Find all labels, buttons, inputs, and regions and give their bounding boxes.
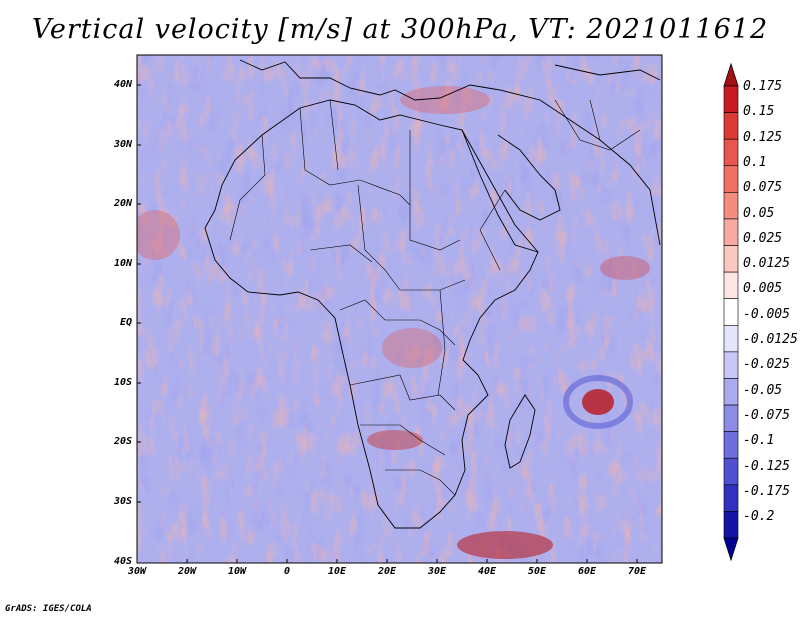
colorbar-label: -0.2: [743, 509, 775, 524]
colorbar-label: 0.15: [743, 104, 775, 119]
africa-outline: [204, 99, 539, 529]
lat-label: 20N: [113, 198, 132, 209]
colorbar-label: -0.075: [743, 408, 790, 423]
red-sea-coast: [461, 129, 539, 253]
colorbar-swatch: [723, 484, 739, 512]
colorbar-swatch: [723, 245, 739, 273]
lat-label: 40N: [113, 79, 132, 90]
credit-text: GrADS: IGES/COLA: [5, 604, 92, 614]
colorbar-bottom-arrow: [723, 537, 739, 562]
colorbar-swatch: [723, 112, 739, 140]
colorbar-label: 0.125: [743, 130, 783, 145]
country-borders: [229, 99, 641, 496]
lat-label: 10N: [113, 258, 132, 269]
colorbar-label: -0.025: [743, 357, 790, 372]
lon-label: 30W: [127, 566, 147, 577]
lon-label: 20W: [177, 566, 197, 577]
mediterranean-asia-coast: [239, 59, 661, 246]
lon-label: 60E: [577, 566, 597, 577]
axis-ticks: [136, 84, 638, 563]
colorbar-label: -0.05: [743, 383, 783, 398]
lat-label: 20S: [113, 436, 132, 447]
colorbar-label: 0.0125: [743, 256, 790, 271]
colorbar-swatch: [723, 324, 739, 353]
colorbar-swatch: [723, 457, 739, 486]
colorbar-top-arrow: [723, 62, 739, 87]
colorbar-label: 0.175: [743, 79, 783, 94]
lon-label: 70E: [627, 566, 647, 577]
colorbar-label: -0.005: [743, 307, 790, 322]
cyclone-ascent-region: [582, 389, 614, 415]
lon-label: 40E: [477, 566, 497, 577]
colorbar: [723, 62, 739, 562]
colorbar-swatch: [723, 351, 739, 379]
colorbar-label: 0.1: [743, 155, 767, 170]
colorbar-swatch: [723, 298, 739, 326]
lon-label: 20E: [377, 566, 397, 577]
lat-label: EQ: [119, 317, 132, 328]
colorbar-label: -0.1: [743, 433, 775, 448]
lon-label: 10E: [327, 566, 347, 577]
colorbar-swatch: [723, 431, 739, 459]
coastlines: [204, 59, 661, 529]
colorbar-label: -0.175: [743, 484, 790, 499]
lat-label: 30N: [113, 139, 132, 150]
map-title: Vertical velocity [m/s] at 300hPa, VT: 2…: [31, 14, 769, 45]
colorbar-swatch: [723, 138, 739, 167]
colorbar-swatch: [723, 271, 739, 300]
colorbar-label: -0.0125: [743, 332, 798, 347]
colorbar-swatch: [723, 511, 739, 539]
colorbar-swatch: [723, 192, 739, 220]
colorbar-swatch: [723, 85, 739, 113]
colorbar-swatch: [723, 218, 739, 246]
colorbar-swatch: [723, 378, 739, 406]
southern-africa-ascent: [367, 430, 423, 450]
madagascar-outline: [504, 394, 536, 469]
colorbar-label: 0.025: [743, 231, 783, 246]
lon-label: 30E: [427, 566, 447, 577]
lat-label: 10S: [113, 377, 132, 388]
mozambique-channel-ascent: [457, 531, 553, 559]
arabia-coast: [497, 134, 561, 221]
lon-label: 50E: [527, 566, 547, 577]
lon-label: 0: [283, 566, 291, 577]
vertical-velocity-field: [137, 55, 662, 563]
lat-label: 40S: [113, 556, 132, 567]
lat-label: 30S: [113, 496, 132, 507]
colorbar-swatch: [723, 404, 739, 432]
colorbar-label: 0.005: [743, 281, 783, 296]
colorbar-swatch: [723, 165, 739, 193]
colorbar-label: 0.075: [743, 180, 783, 195]
lon-label: 10W: [227, 566, 247, 577]
colorbar-label: 0.05: [743, 206, 775, 221]
colorbar-label: -0.125: [743, 459, 790, 474]
plot-frame: [136, 54, 663, 564]
